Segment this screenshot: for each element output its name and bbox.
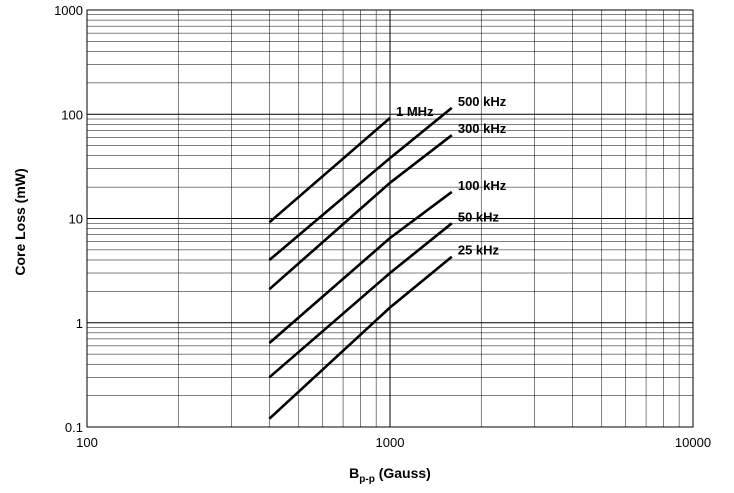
plot-frame xyxy=(86,9,694,428)
y-tick-label: 1 xyxy=(76,316,83,331)
y-tick-labels: 0.1 1 10 100 1000 xyxy=(54,3,83,435)
x-tick-label: 100 xyxy=(76,435,98,450)
x-axis-title: Bp-p (Gauss) xyxy=(349,465,431,485)
x-axis-title-rest: (Gauss) xyxy=(375,465,431,481)
series-line xyxy=(268,117,391,224)
x-tick-labels: 100 1000 10000 xyxy=(76,435,711,450)
series-line xyxy=(268,134,453,291)
y-tick-label: 100 xyxy=(61,107,83,122)
series-label: 300 kHz xyxy=(458,121,507,136)
series-label: 500 kHz xyxy=(458,94,507,109)
x-tick-label: 10000 xyxy=(675,435,711,450)
y-axis-title: Core Loss (mW) xyxy=(12,168,28,275)
series-line xyxy=(268,222,453,379)
series-line xyxy=(268,106,453,261)
series-lines xyxy=(268,106,453,420)
series-labels: 1 MHz 500 kHz 300 kHz 100 kHz 50 kHz 25 kHz xyxy=(396,94,507,258)
series-line xyxy=(268,190,453,344)
x-tick-label: 1000 xyxy=(376,435,405,450)
y-tick-label: 0.1 xyxy=(65,420,83,435)
series-line xyxy=(268,255,453,420)
series-label: 25 kHz xyxy=(458,243,500,258)
x-axis-title-main: B xyxy=(349,465,359,481)
y-tick-label: 1000 xyxy=(54,3,83,18)
x-axis-title-subscript: p-p xyxy=(359,474,375,485)
series-label: 1 MHz xyxy=(396,104,434,119)
series-label: 50 kHz xyxy=(458,209,500,224)
y-tick-label: 10 xyxy=(69,212,83,227)
series-label: 100 kHz xyxy=(458,178,507,193)
